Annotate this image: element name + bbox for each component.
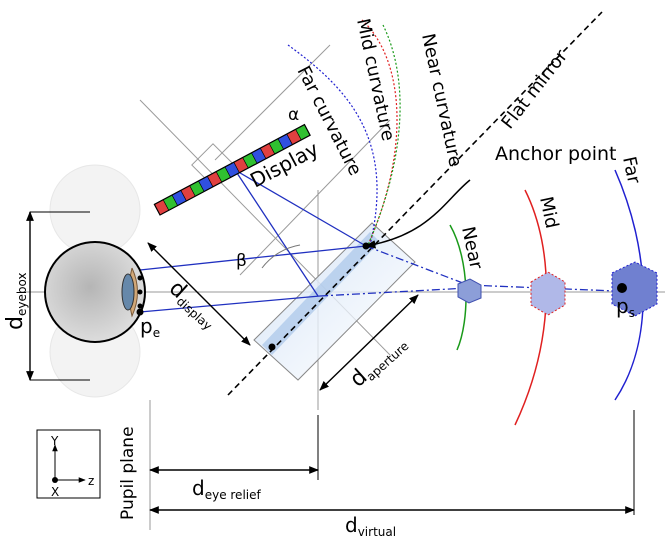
far-cube (611, 261, 658, 317)
display-panel (153, 123, 311, 216)
mirror-bottom-point (268, 343, 276, 351)
near-cube (457, 278, 482, 304)
anchor-point (362, 179, 471, 250)
d-aperture-label: daperture (345, 330, 411, 393)
pupil-plane-label: Pupil plane (118, 426, 138, 520)
axis-z-label: z (88, 474, 94, 488)
eye (44, 241, 146, 343)
coordinate-frame (36, 429, 101, 499)
axis-x-label: X (51, 485, 59, 499)
near-curvature-arc (367, 24, 401, 246)
mid-label: Mid (535, 195, 562, 231)
display-outline (153, 123, 311, 216)
d-display-label: ddisplay (163, 276, 222, 333)
near-curvature-label: Near curvature (417, 32, 466, 169)
alpha-label: α (288, 105, 299, 125)
far-label: Far (618, 155, 644, 186)
dimension-arrows (26, 211, 635, 515)
far-curvature-arc (287, 44, 378, 246)
p-s-label: ps (616, 294, 635, 320)
flat-mirror-label: Flat mirror (497, 45, 572, 133)
d-virtual-label: dvirtual (345, 513, 396, 539)
axis-y-label: Y (50, 434, 59, 448)
mid-curvature-label: Mid curvature (352, 17, 398, 143)
beta-arc (261, 244, 301, 269)
beta-label: β (236, 251, 247, 271)
p-e-label: pe (140, 314, 160, 340)
anchor-point-label-line1: Anchor point (495, 143, 616, 165)
virtual-cubes (457, 261, 658, 317)
mid-cube (530, 271, 566, 316)
near-label: Near (457, 225, 487, 272)
curvature-arcs (287, 19, 401, 246)
d-eyebox-label: deyebox (3, 272, 29, 330)
d-eye-relief-label: deye relief (192, 476, 261, 502)
